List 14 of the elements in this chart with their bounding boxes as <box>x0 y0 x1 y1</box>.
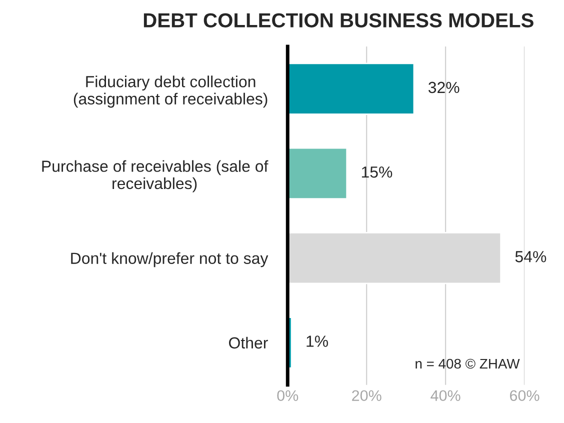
x-tick-label: 0% <box>277 390 298 402</box>
data-label: 32% <box>428 82 460 94</box>
y-tick-label: Don't know/prefer not to say <box>71 252 268 268</box>
data-label: 54% <box>515 251 546 262</box>
y-tick-label: Fiduciary debt collection (assignment of receivables) <box>74 76 268 108</box>
x-tick-label: 40% <box>430 390 460 402</box>
y-tick-label: Other <box>229 336 268 349</box>
x-tick-label: 20% <box>352 390 382 402</box>
data-label: 15% <box>362 166 392 178</box>
chart-title: DEBT COLLECTION BUSINESS MODELS <box>144 13 534 28</box>
annotation: n = 408 © ZHAW <box>416 358 520 369</box>
x-tick-label: 60% <box>510 390 540 402</box>
data-label: 1% <box>306 336 328 347</box>
y-tick-label: Purchase of receivables (sale of receivables) <box>42 160 268 192</box>
